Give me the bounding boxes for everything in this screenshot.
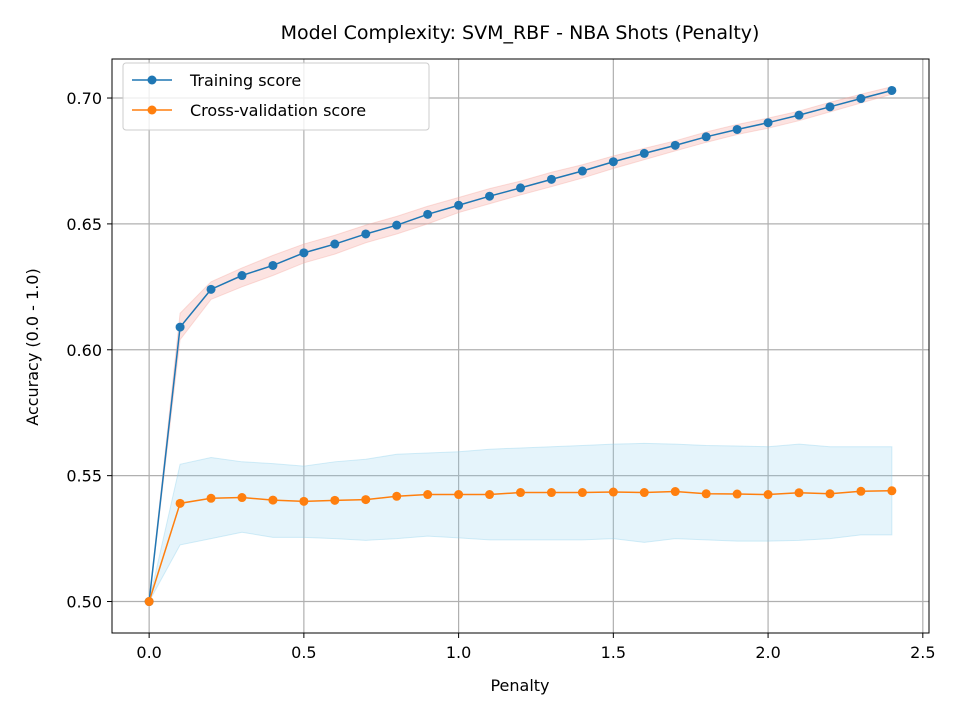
- y-tick-label: 0.50: [66, 593, 102, 612]
- cross-validation-score-point: [485, 490, 495, 500]
- y-tick-label: 0.70: [66, 89, 102, 108]
- training-score-point: [423, 209, 433, 219]
- training-score-point: [361, 229, 371, 239]
- cross-validation-score-point: [516, 488, 525, 498]
- training-score-point: [670, 140, 680, 150]
- training-score-point: [794, 110, 804, 120]
- legend-training-score-marker: [147, 75, 157, 85]
- legend-cross-validation-score-marker: [147, 105, 157, 115]
- cross-validation-score-point: [546, 488, 556, 498]
- cross-validation-score-point: [361, 495, 371, 505]
- y-tick-label: 0.55: [66, 467, 102, 486]
- cross-validation-score-point: [330, 495, 340, 505]
- training-score-point: [732, 124, 742, 134]
- cross-validation-score-point: [392, 491, 402, 501]
- cross-validation-score-point: [423, 490, 433, 500]
- training-score-point: [639, 148, 649, 158]
- training-score-point: [516, 183, 525, 193]
- training-score-point: [763, 118, 773, 128]
- x-axis-title: Penalty: [490, 676, 549, 695]
- cross-validation-score-point: [608, 487, 618, 497]
- x-tick-label: 2.5: [910, 643, 935, 662]
- series-lines: [144, 85, 897, 607]
- cross-validation-score-point: [577, 488, 587, 498]
- grid: [112, 59, 929, 633]
- cross-validation-score-point: [268, 495, 278, 505]
- training-score-point: [825, 102, 835, 112]
- axis-ticks: 0.0 0.5 1.0 1.5 2.0 2.5 0.50 0.55 0.60 0.65 0.70: [66, 89, 935, 662]
- cross-validation-score-point: [175, 498, 185, 508]
- training-score-point: [454, 200, 464, 210]
- x-tick-label: 0.0: [136, 643, 161, 662]
- y-tick-label: 0.65: [66, 215, 102, 234]
- x-tick-label: 0.5: [291, 643, 316, 662]
- cross-validation-score-point: [237, 493, 247, 503]
- cross-validation-score-point: [144, 597, 154, 607]
- legend: Training score Cross-validation score: [122, 62, 430, 131]
- training-score-point: [546, 174, 556, 184]
- legend-box: [122, 62, 430, 131]
- training-score-point: [268, 260, 278, 270]
- cross-validation-score-point: [825, 489, 835, 499]
- cross-validation-score-point: [732, 489, 742, 499]
- chart-title: Model Complexity: SVM_RBF - NBA Shots (P…: [281, 22, 760, 44]
- cross-validation-score-point: [887, 486, 897, 496]
- cross-validation-score-point: [206, 493, 216, 503]
- x-tick-label: 1.0: [446, 643, 471, 662]
- training-score-point: [237, 271, 247, 281]
- training-score-point: [175, 322, 185, 332]
- training-score-point: [701, 132, 711, 142]
- legend-training-score-label: Training score: [189, 71, 301, 90]
- cross-validation-score-point: [856, 486, 866, 496]
- cross-validation-score-point: [763, 490, 773, 500]
- training-score-point: [608, 157, 618, 167]
- training-score-point: [206, 284, 216, 294]
- training-score-point: [577, 166, 587, 176]
- training-score-point: [485, 191, 495, 201]
- y-axis-title: Accuracy (0.0 - 1.0): [23, 268, 42, 425]
- cross-validation-score-point: [299, 496, 309, 506]
- legend-cross-validation-score-label: Cross-validation score: [190, 101, 366, 120]
- x-tick-label: 2.0: [755, 643, 780, 662]
- x-tick-label: 1.5: [601, 643, 626, 662]
- cross-validation-score-point: [701, 489, 711, 499]
- training-score-point: [856, 94, 866, 104]
- training-score-point: [392, 220, 402, 230]
- cross-validation-score-point: [639, 488, 649, 498]
- cross-validation-score-point: [794, 488, 804, 498]
- training-score-point: [887, 85, 897, 95]
- y-tick-label: 0.60: [66, 341, 102, 360]
- cross-validation-score-point: [454, 490, 464, 500]
- training-score-point: [330, 239, 340, 249]
- cross-validation-score-point: [670, 487, 680, 497]
- plot-frame: [111, 58, 930, 634]
- training-score-point: [299, 248, 309, 258]
